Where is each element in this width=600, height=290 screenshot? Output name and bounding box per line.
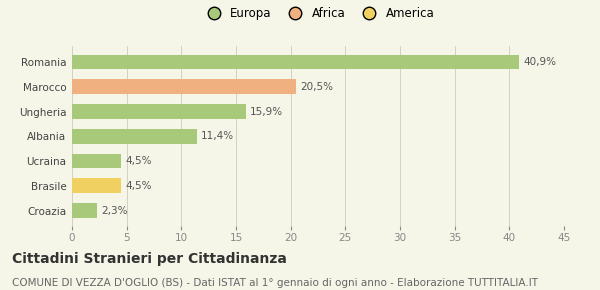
- Bar: [72, 154, 121, 168]
- Text: 4,5%: 4,5%: [125, 181, 152, 191]
- Bar: [72, 79, 296, 94]
- Text: 15,9%: 15,9%: [250, 106, 283, 117]
- Bar: [72, 55, 519, 69]
- Text: 2,3%: 2,3%: [101, 206, 128, 215]
- Bar: [72, 129, 197, 144]
- Legend: Europa, Africa, America: Europa, Africa, America: [197, 2, 439, 24]
- Text: 4,5%: 4,5%: [125, 156, 152, 166]
- Bar: [72, 178, 121, 193]
- Text: COMUNE DI VEZZA D'OGLIO (BS) - Dati ISTAT al 1° gennaio di ogni anno - Elaborazi: COMUNE DI VEZZA D'OGLIO (BS) - Dati ISTA…: [12, 278, 538, 288]
- Bar: [72, 203, 97, 218]
- Text: Cittadini Stranieri per Cittadinanza: Cittadini Stranieri per Cittadinanza: [12, 252, 287, 266]
- Text: 20,5%: 20,5%: [301, 82, 334, 92]
- Text: 40,9%: 40,9%: [524, 57, 557, 67]
- Bar: [72, 104, 246, 119]
- Text: 11,4%: 11,4%: [201, 131, 234, 141]
